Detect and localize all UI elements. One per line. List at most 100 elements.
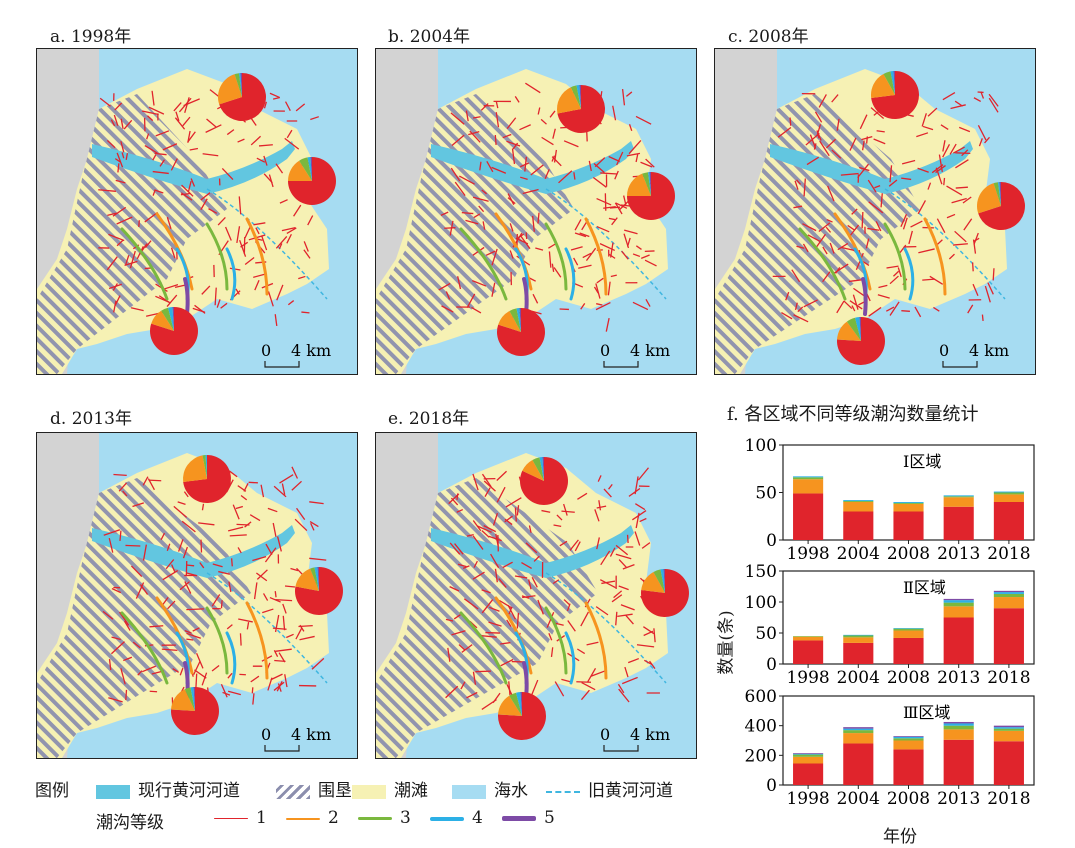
bar-segment-grade-3 bbox=[893, 502, 924, 504]
svg-text:4 km: 4 km bbox=[291, 725, 331, 744]
panel-title-e: e. 2018年 bbox=[388, 409, 470, 429]
pie-chart-region-3 bbox=[171, 687, 219, 735]
bar-chart-region-2: 0 50 100 150 1998 2004 2008 2013 2018 Ⅱ区域 bbox=[745, 562, 1035, 688]
pie-chart-region-2 bbox=[288, 157, 336, 205]
y-tick-label: 100 bbox=[745, 436, 777, 456]
bar-segment-grade-2 bbox=[793, 479, 824, 494]
bar-segment-grade-4 bbox=[993, 592, 1024, 594]
pie-slice-grade-3 bbox=[509, 692, 522, 716]
pie-slice-grade-4 bbox=[516, 308, 521, 332]
panel-title-c: c. 2008年 bbox=[728, 27, 809, 47]
pie-slice-grade-3 bbox=[570, 85, 581, 109]
bar-segment-grade-5 bbox=[843, 727, 874, 729]
pie-chart-region-2 bbox=[295, 567, 344, 615]
bar-segment-grade-2 bbox=[843, 637, 874, 643]
pie-slice-grade-2 bbox=[183, 455, 207, 483]
bar-segment-grade-4 bbox=[993, 727, 1024, 729]
pie-slice-grade-2 bbox=[522, 459, 544, 481]
y-tick-label: 50 bbox=[755, 624, 777, 644]
pie-slice-grade-2 bbox=[557, 87, 581, 114]
pie-slice-grade-2 bbox=[217, 74, 242, 105]
svg-text:4 km: 4 km bbox=[969, 341, 1009, 360]
pie-slice-grade-2 bbox=[977, 183, 1001, 214]
bar-segment-grade-1 bbox=[843, 743, 874, 785]
legend: 图例 bbox=[35, 776, 69, 801]
legend-grade-title: 潮沟等级 bbox=[96, 813, 164, 833]
legend-grade-line bbox=[286, 817, 320, 820]
pie-chart-region-1 bbox=[557, 85, 605, 133]
y-tick-label: 50 bbox=[755, 484, 777, 504]
bar-segment-grade-4 bbox=[793, 476, 824, 478]
map-svg-a: 0 4 km bbox=[37, 49, 336, 374]
pie-slice-grade-4 bbox=[576, 85, 581, 109]
bar-segment-grade-1 bbox=[793, 763, 824, 785]
pie-slice-grade-4 bbox=[647, 172, 651, 196]
bar-segment-grade-1 bbox=[843, 511, 874, 540]
bar-segment-grade-5 bbox=[793, 753, 824, 754]
pie-slice-grade-5 bbox=[649, 172, 651, 196]
legend-swatch bbox=[546, 790, 580, 793]
pie-slice-grade-5 bbox=[240, 73, 242, 97]
bar-segment-grade-3 bbox=[793, 754, 824, 757]
legend-swatch bbox=[276, 784, 310, 799]
pie-slice-grade-2 bbox=[871, 73, 895, 99]
bar-segment-grade-1 bbox=[943, 617, 974, 664]
x-tick-label: 2013 bbox=[937, 544, 980, 564]
x-tick-label: 2008 bbox=[887, 668, 930, 688]
pie-slice-grade-5 bbox=[310, 157, 312, 181]
x-tick-label: 2018 bbox=[987, 668, 1030, 688]
bar-segment-grade-1 bbox=[893, 637, 924, 664]
pie-chart-region-3 bbox=[150, 307, 198, 355]
tidal-creeks bbox=[98, 79, 319, 326]
old-yellow-river-channel bbox=[206, 188, 328, 300]
bar-segment-grade-1 bbox=[943, 506, 974, 540]
reclamation-area bbox=[376, 94, 574, 374]
reclamation-area bbox=[37, 478, 251, 758]
y-tick-label: 0 bbox=[766, 776, 777, 796]
bar-segment-grade-3 bbox=[993, 728, 1024, 731]
bar-segment-grade-2 bbox=[893, 630, 924, 638]
pie-slice-grade-1 bbox=[183, 455, 232, 503]
pie-slice-grade-3 bbox=[532, 457, 544, 481]
bar-segment-grade-2 bbox=[893, 740, 924, 750]
legend-title: 图例 bbox=[35, 781, 69, 801]
x-tick-label: 2004 bbox=[837, 789, 880, 809]
pie-slice-grade-4 bbox=[314, 567, 319, 591]
bar-segment-grade-4 bbox=[843, 728, 874, 731]
y-tick-label: 100 bbox=[745, 593, 777, 613]
pie-slice-grade-5 bbox=[859, 317, 861, 341]
map-svg-e: 0 4 km bbox=[376, 433, 689, 758]
bar-segment-grade-3 bbox=[893, 628, 924, 631]
pie-chart-region-3 bbox=[497, 308, 545, 356]
pie-slice-grade-3 bbox=[846, 317, 861, 341]
svg-text:0: 0 bbox=[600, 725, 610, 744]
legend-item-2: 围垦 bbox=[276, 776, 352, 801]
legend-grade-line bbox=[214, 818, 248, 819]
pie-slice-grade-2 bbox=[295, 568, 319, 591]
chart-title: f. 各区域不同等级潮沟数量统计 bbox=[727, 404, 979, 425]
pie-chart-region-3 bbox=[837, 317, 885, 365]
legend-grade-line bbox=[502, 816, 536, 821]
pie-slice-grade-3 bbox=[161, 307, 174, 331]
pie-slice-grade-2 bbox=[837, 321, 861, 341]
pie-slice-grade-4 bbox=[997, 182, 1001, 206]
pie-slice-grade-5 bbox=[317, 567, 319, 591]
panel-title-b: b. 2004年 bbox=[388, 27, 470, 47]
bar-chart-region-1: 0 50 100 1998 2004 2008 2013 2018 Ⅰ区域 bbox=[745, 436, 1035, 564]
yellow-river-channel bbox=[431, 525, 634, 578]
map-panel-b: 0 4 km bbox=[375, 48, 697, 375]
bar-segment-grade-3 bbox=[893, 738, 924, 741]
legend-swatch bbox=[352, 784, 386, 799]
y-tick-label: 0 bbox=[766, 655, 777, 675]
svg-text:4 km: 4 km bbox=[291, 341, 331, 360]
svg-text:0: 0 bbox=[600, 341, 610, 360]
scale-bar: 0 4 km bbox=[261, 341, 331, 368]
bar-segment-grade-4 bbox=[943, 723, 974, 726]
pie-slice-grade-2 bbox=[627, 173, 651, 196]
legend-item-3: 潮滩 bbox=[352, 776, 428, 801]
pie-slice-grade-3 bbox=[509, 308, 521, 332]
pie-slice-grade-5 bbox=[999, 182, 1001, 206]
bar-segment-grade-1 bbox=[893, 511, 924, 540]
pie-slice-grade-2 bbox=[171, 689, 195, 711]
